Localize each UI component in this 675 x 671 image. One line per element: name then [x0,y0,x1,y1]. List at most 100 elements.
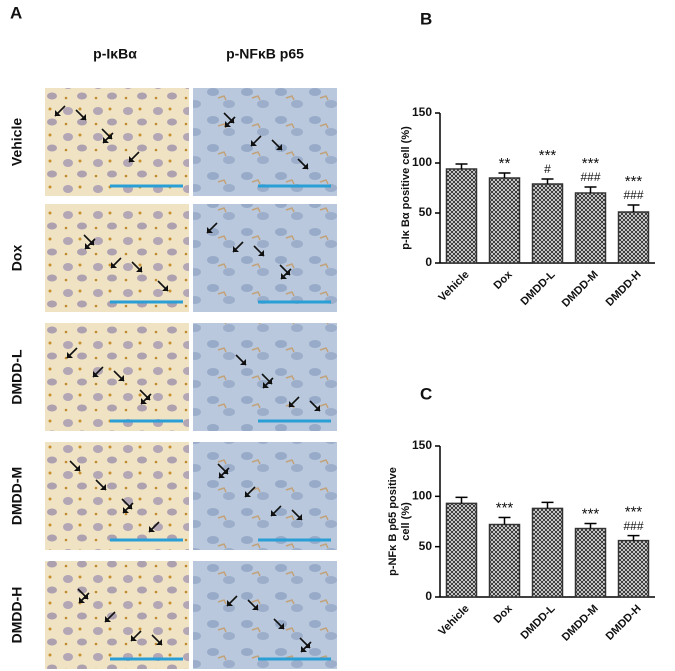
row-label: DMDD-L [9,349,25,405]
bar [445,502,478,598]
error-bar [627,534,640,541]
micrograph [45,442,189,550]
bar [574,192,607,264]
arrow-head [55,110,61,116]
arrow-head [251,140,257,146]
arrow-head [105,616,111,622]
panel-letter: B [420,9,432,28]
significance-label: *** [625,173,643,190]
arrow-head [74,465,80,471]
y-axis-label: p-NFκ B p65 positive [387,467,399,576]
arrow-head [289,401,295,407]
arrow-head [67,352,73,358]
y-tick-label: 0 [425,589,432,603]
error-bar [541,178,554,184]
row-label: DMDD-M [9,467,25,525]
arrow-head [93,371,99,377]
significance-label: *** [625,504,643,521]
y-tick-label: 150 [412,438,432,452]
arrow-head [80,114,86,120]
arrow-head [156,639,162,645]
arrow-head [123,507,129,513]
arrow-head [233,246,239,252]
bar [531,507,564,598]
arrow-head [162,285,168,291]
panel-letter: C [420,384,432,403]
bar [574,527,607,598]
arrow-head [79,597,85,603]
significance-label: ### [580,170,600,184]
significance-label: *** [582,505,600,522]
error-bar [498,516,511,525]
arrow-head [302,163,308,169]
y-tick-label: 50 [419,205,433,219]
micrograph [45,323,189,431]
x-tick-label: Vehicle [436,269,471,304]
arrow-head [258,250,264,256]
arrow-head [301,646,307,652]
micrograph [193,442,337,550]
bar [617,211,650,264]
y-tick-label: 50 [419,539,433,553]
error-bar [455,496,468,504]
micrograph [45,561,189,669]
y-tick-label: 150 [412,105,432,119]
arrow-head [118,375,124,381]
arrow-head [141,398,147,404]
arrow-head [111,262,117,268]
significance-label: ### [623,519,643,533]
x-tick-label: Dox [491,602,515,626]
error-bar [541,501,554,509]
arrow-head [149,526,155,532]
arrow-head [278,623,284,629]
y-tick-label: 100 [412,155,432,169]
x-tick-label: DMDD-M [560,269,601,310]
arrow-head [100,484,106,490]
micrograph [45,88,189,196]
significance-label: ### [623,188,643,202]
arrow-head [281,273,287,279]
bar [488,523,521,598]
arrow-head [314,405,320,411]
arrow-head [263,382,269,388]
arrow-head [85,243,91,249]
arrow-head [129,156,135,162]
arrow-head [240,359,246,365]
arrow-head [103,137,109,143]
x-tick-label: DMDD-L [519,269,558,308]
x-tick-label: Vehicle [436,603,471,638]
row-label: DMDD-H [9,587,25,644]
micrograph [45,204,189,312]
x-tick-label: DMDD-M [560,603,601,644]
error-bar [627,204,640,212]
micrograph [193,88,337,196]
row-label: Vehicle [9,118,25,166]
column-header: p-NFκB p65 [226,46,304,62]
error-bar [455,163,468,169]
arrow-head [296,514,302,520]
y-axis-label: p-Iκ Bα positive cell (%) [400,126,412,250]
arrow-head [207,227,213,233]
y-axis-label: cell (%) [400,502,412,541]
bar [617,539,650,598]
significance-label: *** [496,499,514,516]
micrograph [193,204,337,312]
x-tick-label: DMDD-L [519,603,558,642]
column-header: p-IκBα [93,46,137,62]
arrow-head [131,635,137,641]
arrow-head [136,266,142,272]
y-tick-label: 0 [425,255,432,269]
error-bar [584,522,597,529]
error-bar [584,186,597,193]
x-tick-label: DMDD-H [604,269,644,309]
panel-letter: A [10,3,22,22]
arrow-head [245,491,251,497]
bar [488,177,521,264]
bar [531,183,564,264]
arrow-head [276,144,282,150]
row-label: Dox [9,245,25,272]
arrow-head [227,600,233,606]
arrow-head [219,472,225,478]
bar [445,168,478,264]
